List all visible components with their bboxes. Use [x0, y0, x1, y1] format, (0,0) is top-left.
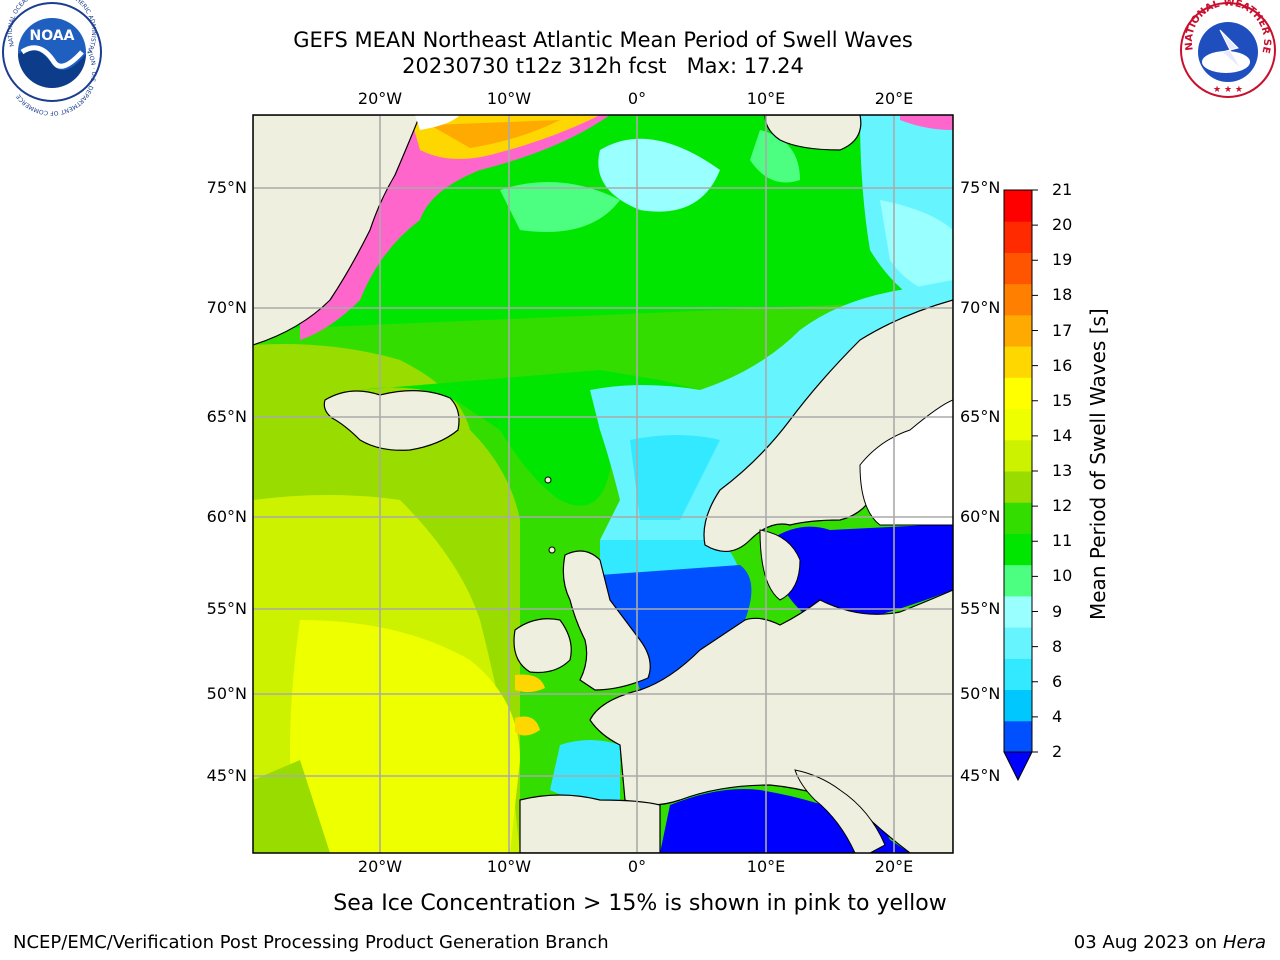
colorbar-tick-label: 16	[1052, 355, 1073, 375]
sea-ice-note: Sea Ice Concentration > 15% is shown in …	[333, 891, 947, 916]
colorbar-tick-label: 14	[1052, 425, 1073, 445]
colorbar-tick-label: 17	[1052, 320, 1073, 340]
lon-tick-top: 10°W	[486, 89, 532, 108]
colorbar-tick-label: 6	[1052, 671, 1063, 691]
colorbar-segment	[1004, 627, 1032, 659]
colorbar-tick-label: 11	[1052, 531, 1073, 551]
lon-tick-top: 20°E	[874, 89, 914, 108]
colorbar-segment	[1004, 408, 1032, 441]
lat-tick-right: 60°N	[960, 507, 1001, 526]
colorbar-segment	[1004, 190, 1032, 222]
colorbar-segment	[1004, 346, 1032, 378]
lat-tick-left: 65°N	[206, 407, 247, 426]
colorbar-segment	[1004, 377, 1032, 410]
lat-tick-right: 55°N	[960, 599, 1001, 618]
noaa-logo: NATIONAL OCEANIC AND ATMOSPHERIC ADMINIS…	[2, 0, 102, 116]
footer-host: Hera	[1222, 932, 1266, 953]
lon-tick-bottom: 10°E	[746, 857, 786, 876]
lon-tick-bottom: 0°	[627, 857, 647, 876]
colorbar-tick-label: 21	[1052, 180, 1073, 199]
colorbar-extend-arrow	[1003, 751, 1033, 782]
colorbar-tick-label: 18	[1052, 285, 1073, 305]
colorbar-tick-label: 10	[1052, 566, 1073, 586]
lon-tick-bottom: 10°W	[486, 857, 532, 876]
colorbar-tick-label: 2	[1052, 742, 1063, 761]
colorbar-segment	[1004, 221, 1032, 253]
noaa-logo-text: NOAA	[30, 28, 75, 44]
footer-date: 03 Aug 2023 on Hera	[1074, 932, 1266, 953]
colorbar-segment	[1004, 658, 1032, 691]
lon-tick-bottom: 20°W	[357, 857, 403, 876]
graticule	[253, 115, 953, 853]
map-field	[253, 115, 953, 853]
colorbar-tick-label: 12	[1052, 496, 1073, 516]
colorbar-segment	[1004, 439, 1032, 472]
lat-tick-right: 70°N	[960, 298, 1001, 317]
lat-tick-right: 65°N	[960, 407, 1001, 426]
lat-tick-left: 60°N	[206, 507, 247, 526]
colorbar-tick-label: 20	[1052, 215, 1073, 235]
footer-credit: NCEP/EMC/Verification Post Processing Pr…	[13, 932, 609, 953]
lat-tick-left: 45°N	[206, 766, 247, 785]
colorbar-segment	[1004, 689, 1032, 722]
lat-tick-right: 75°N	[960, 178, 1001, 197]
colorbar-segment	[1004, 720, 1032, 753]
lat-tick-right: 45°N	[960, 766, 1001, 785]
chart-title: GEFS MEAN Northeast Atlantic Mean Period…	[293, 28, 913, 52]
colorbar-segment	[1004, 314, 1032, 347]
colorbar	[1003, 189, 1038, 782]
colorbar-segment	[1004, 283, 1032, 316]
lon-tick-bottom: 20°E	[874, 857, 914, 876]
map-frame	[252, 114, 954, 854]
lon-tick-top: 20°W	[357, 89, 403, 108]
chart-subtitle: 20230730 t12z 312h fcst Max: 17.24	[402, 54, 804, 78]
colorbar-tick-label: 19	[1052, 250, 1073, 270]
lat-tick-right: 50°N	[960, 684, 1001, 703]
colorbar-tick-label: 15	[1052, 390, 1073, 410]
lat-tick-left: 70°N	[206, 298, 247, 317]
lon-tick-top: 0°	[627, 89, 647, 108]
colorbar-segment	[1004, 252, 1032, 285]
colorbar-segment	[1004, 564, 1032, 597]
colorbar-segment	[1004, 471, 1032, 503]
colorbar-title: Mean Period of Swell Waves [s]	[1086, 308, 1110, 620]
colorbar-segment	[1004, 533, 1032, 566]
colorbar-tick-label: 4	[1052, 706, 1063, 726]
colorbar-tick-label: 9	[1052, 601, 1063, 621]
lat-tick-left: 55°N	[206, 599, 247, 618]
colorbar-tick-label: 8	[1052, 636, 1063, 656]
nws-logo: NATIONAL WEATHER SERVICE ★ ★ ★	[1174, 0, 1276, 98]
colorbar-segment	[1004, 502, 1032, 534]
lat-tick-left: 50°N	[206, 684, 247, 703]
colorbar-tick-label: 13	[1052, 461, 1073, 480]
colorbar-segment	[1004, 595, 1032, 628]
lat-tick-left: 75°N	[206, 178, 247, 197]
svg-text:★ ★ ★: ★ ★ ★	[1213, 85, 1243, 95]
lon-tick-top: 10°E	[746, 89, 786, 108]
footer-date-text: 03 Aug 2023 on	[1073, 932, 1218, 953]
